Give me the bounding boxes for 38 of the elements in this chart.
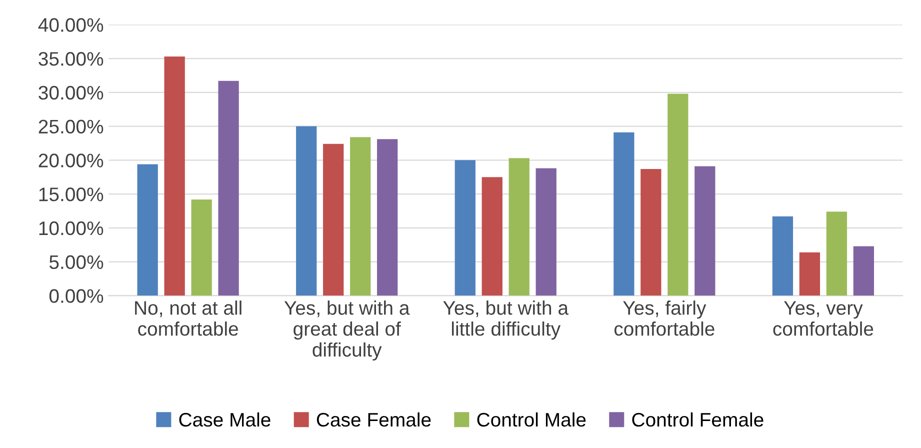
x-tick-label: Yes, fairly comfortable (614, 300, 714, 336)
legend-label: Case Male (179, 412, 270, 427)
y-tick-label: 40.00% (38, 18, 104, 32)
x-tick-label: Yes, but with a great deal of difficulty (284, 300, 410, 361)
y-tick-label: 20.00% (38, 154, 104, 168)
y-tick-label: 30.00% (38, 86, 104, 100)
bar (296, 126, 317, 296)
x-tick-label: Yes, very comfortable (773, 301, 874, 336)
bar (853, 246, 874, 296)
bar (536, 168, 556, 296)
bar (164, 56, 185, 296)
bar (668, 94, 688, 296)
bar (218, 80, 239, 296)
y-tick-label: 5.00% (49, 255, 104, 270)
y-tick-label: 10.00% (39, 221, 104, 236)
bar (614, 132, 634, 296)
bar (694, 166, 716, 296)
x-tick-label: Yes, but with a little difficulty (443, 300, 569, 340)
legend-label: Case Female (316, 412, 431, 427)
legend-label: Control Male (477, 412, 586, 427)
x-tick-label: No, not at all comfortable (135, 300, 242, 336)
legend-label: Control Female (632, 412, 764, 427)
y-tick-label: 0.00% (49, 289, 104, 303)
bar (772, 216, 794, 296)
y-tick-label: 25.00% (38, 120, 104, 134)
bar (508, 158, 530, 296)
bar (377, 139, 398, 296)
bar (799, 252, 820, 296)
bar (323, 144, 344, 296)
bar (137, 164, 158, 296)
bar (640, 168, 662, 296)
bar (191, 199, 212, 296)
y-tick-label: 35.00% (38, 52, 104, 66)
bar (826, 212, 848, 296)
bar (454, 160, 476, 296)
bar (482, 177, 502, 296)
bar (350, 137, 371, 296)
y-tick-label: 15.00% (39, 188, 104, 202)
